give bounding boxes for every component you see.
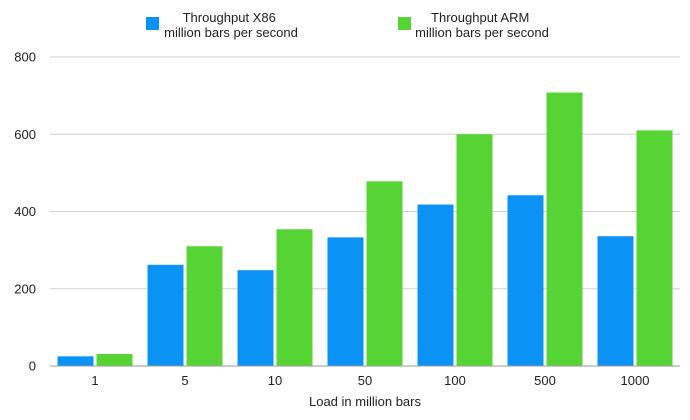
bar-arm-1000	[636, 130, 673, 366]
x-tick-label: 50	[358, 373, 372, 388]
y-tick-label: 200	[14, 281, 36, 296]
x-tick-label: 5	[181, 373, 188, 388]
legend-label-arm: Throughput ARM million bars per second	[415, 10, 549, 40]
bars	[57, 92, 673, 366]
legend-label-arm-line2: million bars per second	[415, 25, 549, 40]
bar-x86-50	[327, 237, 364, 366]
x-tick-label: 1	[91, 373, 98, 388]
bar-x86-500	[507, 195, 544, 366]
legend-swatch-arm	[398, 17, 411, 30]
bar-arm-100	[456, 134, 493, 366]
y-tick-label: 600	[14, 127, 36, 142]
bar-arm-500	[546, 92, 583, 366]
x-tick-label: 500	[534, 373, 556, 388]
legend-label-x86-line2: million bars per second	[164, 25, 298, 40]
bar-x86-100	[417, 204, 454, 366]
bar-arm-1	[96, 354, 133, 366]
y-tick-label: 800	[14, 50, 36, 65]
y-tick-label: 0	[29, 359, 36, 374]
bar-arm-50	[366, 181, 403, 366]
bar-x86-1	[57, 356, 94, 366]
legend-item-arm: Throughput ARM million bars per second	[398, 10, 549, 40]
x-tick-label: 1000	[621, 373, 650, 388]
legend-item-x86: Throughput X86 million bars per second	[146, 10, 298, 40]
legend-swatch-x86	[146, 17, 159, 30]
x-axis-ticks: 1 5 10 50 100 500 1000	[91, 373, 649, 388]
y-axis-ticks: 0 200 400 600 800	[14, 50, 36, 374]
legend-label-x86: Throughput X86 million bars per second	[164, 10, 298, 40]
legend-label-arm-line1: Throughput ARM	[431, 10, 529, 25]
y-tick-label: 400	[14, 204, 36, 219]
bar-x86-5	[147, 264, 184, 366]
legend-label-x86-line1: Throughput X86	[183, 10, 276, 25]
x-axis-title: Load in million bars	[309, 394, 422, 409]
bar-arm-10	[276, 229, 313, 366]
x-tick-label: 100	[444, 373, 466, 388]
bar-x86-10	[237, 270, 274, 366]
gridlines	[50, 56, 680, 290]
x-tick-label: 10	[268, 373, 282, 388]
bar-x86-1000	[597, 236, 634, 366]
bar-arm-5	[186, 246, 223, 366]
legend: Throughput X86 million bars per second T…	[146, 10, 549, 40]
